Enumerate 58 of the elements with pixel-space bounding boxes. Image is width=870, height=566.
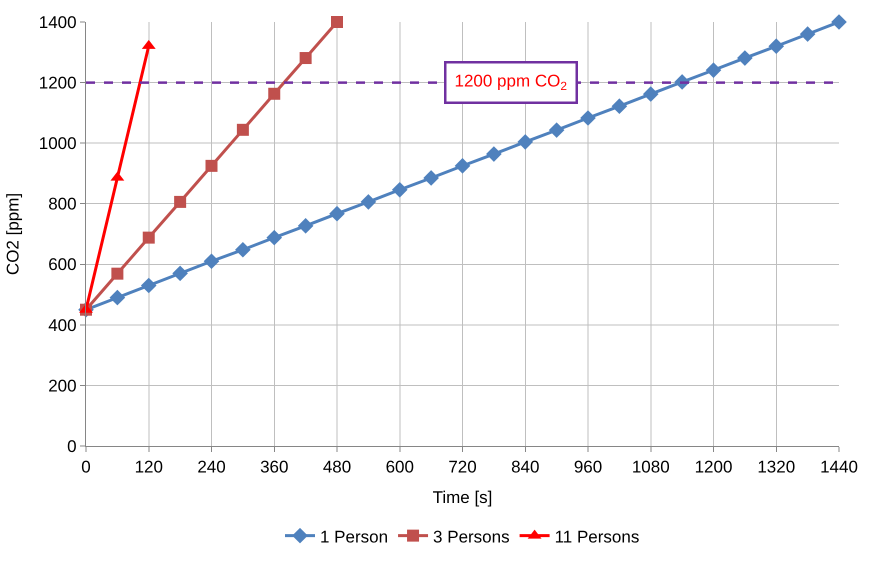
point	[111, 268, 124, 280]
x-tick-label: 480	[322, 457, 352, 476]
point	[580, 110, 596, 126]
point	[298, 218, 314, 234]
point	[140, 278, 157, 294]
point	[548, 122, 564, 138]
x-tick-label: 960	[574, 457, 602, 476]
point	[172, 266, 188, 282]
point	[392, 182, 408, 198]
point	[517, 134, 534, 150]
point	[642, 86, 659, 102]
point	[206, 160, 218, 172]
y-tick-label: 1200	[38, 74, 77, 93]
x-tick-label: 840	[511, 457, 540, 476]
point	[331, 16, 343, 28]
point	[360, 194, 376, 210]
point	[831, 14, 847, 30]
x-tick-label: 0	[81, 457, 91, 476]
legend-label: 11 Persons	[554, 527, 640, 546]
point	[110, 290, 126, 306]
point	[300, 52, 312, 64]
point	[737, 50, 753, 66]
legend-label: 3 Persons	[433, 527, 510, 546]
y-tick-label: 1400	[38, 12, 77, 32]
x-tick-label: 240	[197, 457, 226, 476]
point	[266, 230, 282, 246]
point	[706, 62, 722, 78]
y-tick-label: 0	[67, 436, 77, 456]
point	[174, 196, 186, 208]
point	[268, 88, 280, 100]
x-tick-label: 1320	[757, 457, 796, 476]
x-tick-label: 600	[386, 457, 414, 476]
point	[236, 124, 249, 136]
x-tick-label: 720	[448, 457, 477, 476]
y-tick-label: 600	[48, 255, 77, 274]
point	[142, 232, 155, 244]
point	[204, 253, 220, 270]
y-tick-label: 400	[48, 316, 77, 335]
point	[800, 26, 816, 42]
x-tick-label: 1200	[694, 457, 732, 476]
x-tick-label: 120	[134, 457, 163, 476]
point	[486, 146, 502, 162]
x-tick-label: 1080	[632, 457, 670, 476]
point	[612, 98, 628, 114]
legend-label: 1 Person	[320, 527, 388, 546]
point	[235, 242, 251, 258]
x-tick-label: 360	[260, 457, 288, 476]
point	[329, 206, 345, 222]
ref-line-label: 1200 ppm CO$_{2}$	[454, 72, 568, 94]
y-tick-label: 200	[48, 376, 77, 396]
y-tick-label: 1000	[38, 134, 77, 154]
point	[423, 170, 439, 186]
x-axis-title: Time [s]	[432, 488, 492, 507]
point	[454, 158, 470, 174]
y-axis-title: CO2 [ppm]	[3, 192, 22, 276]
point	[768, 38, 784, 54]
y-tick-label: 800	[48, 194, 77, 214]
x-tick-label: 1440	[820, 457, 858, 476]
